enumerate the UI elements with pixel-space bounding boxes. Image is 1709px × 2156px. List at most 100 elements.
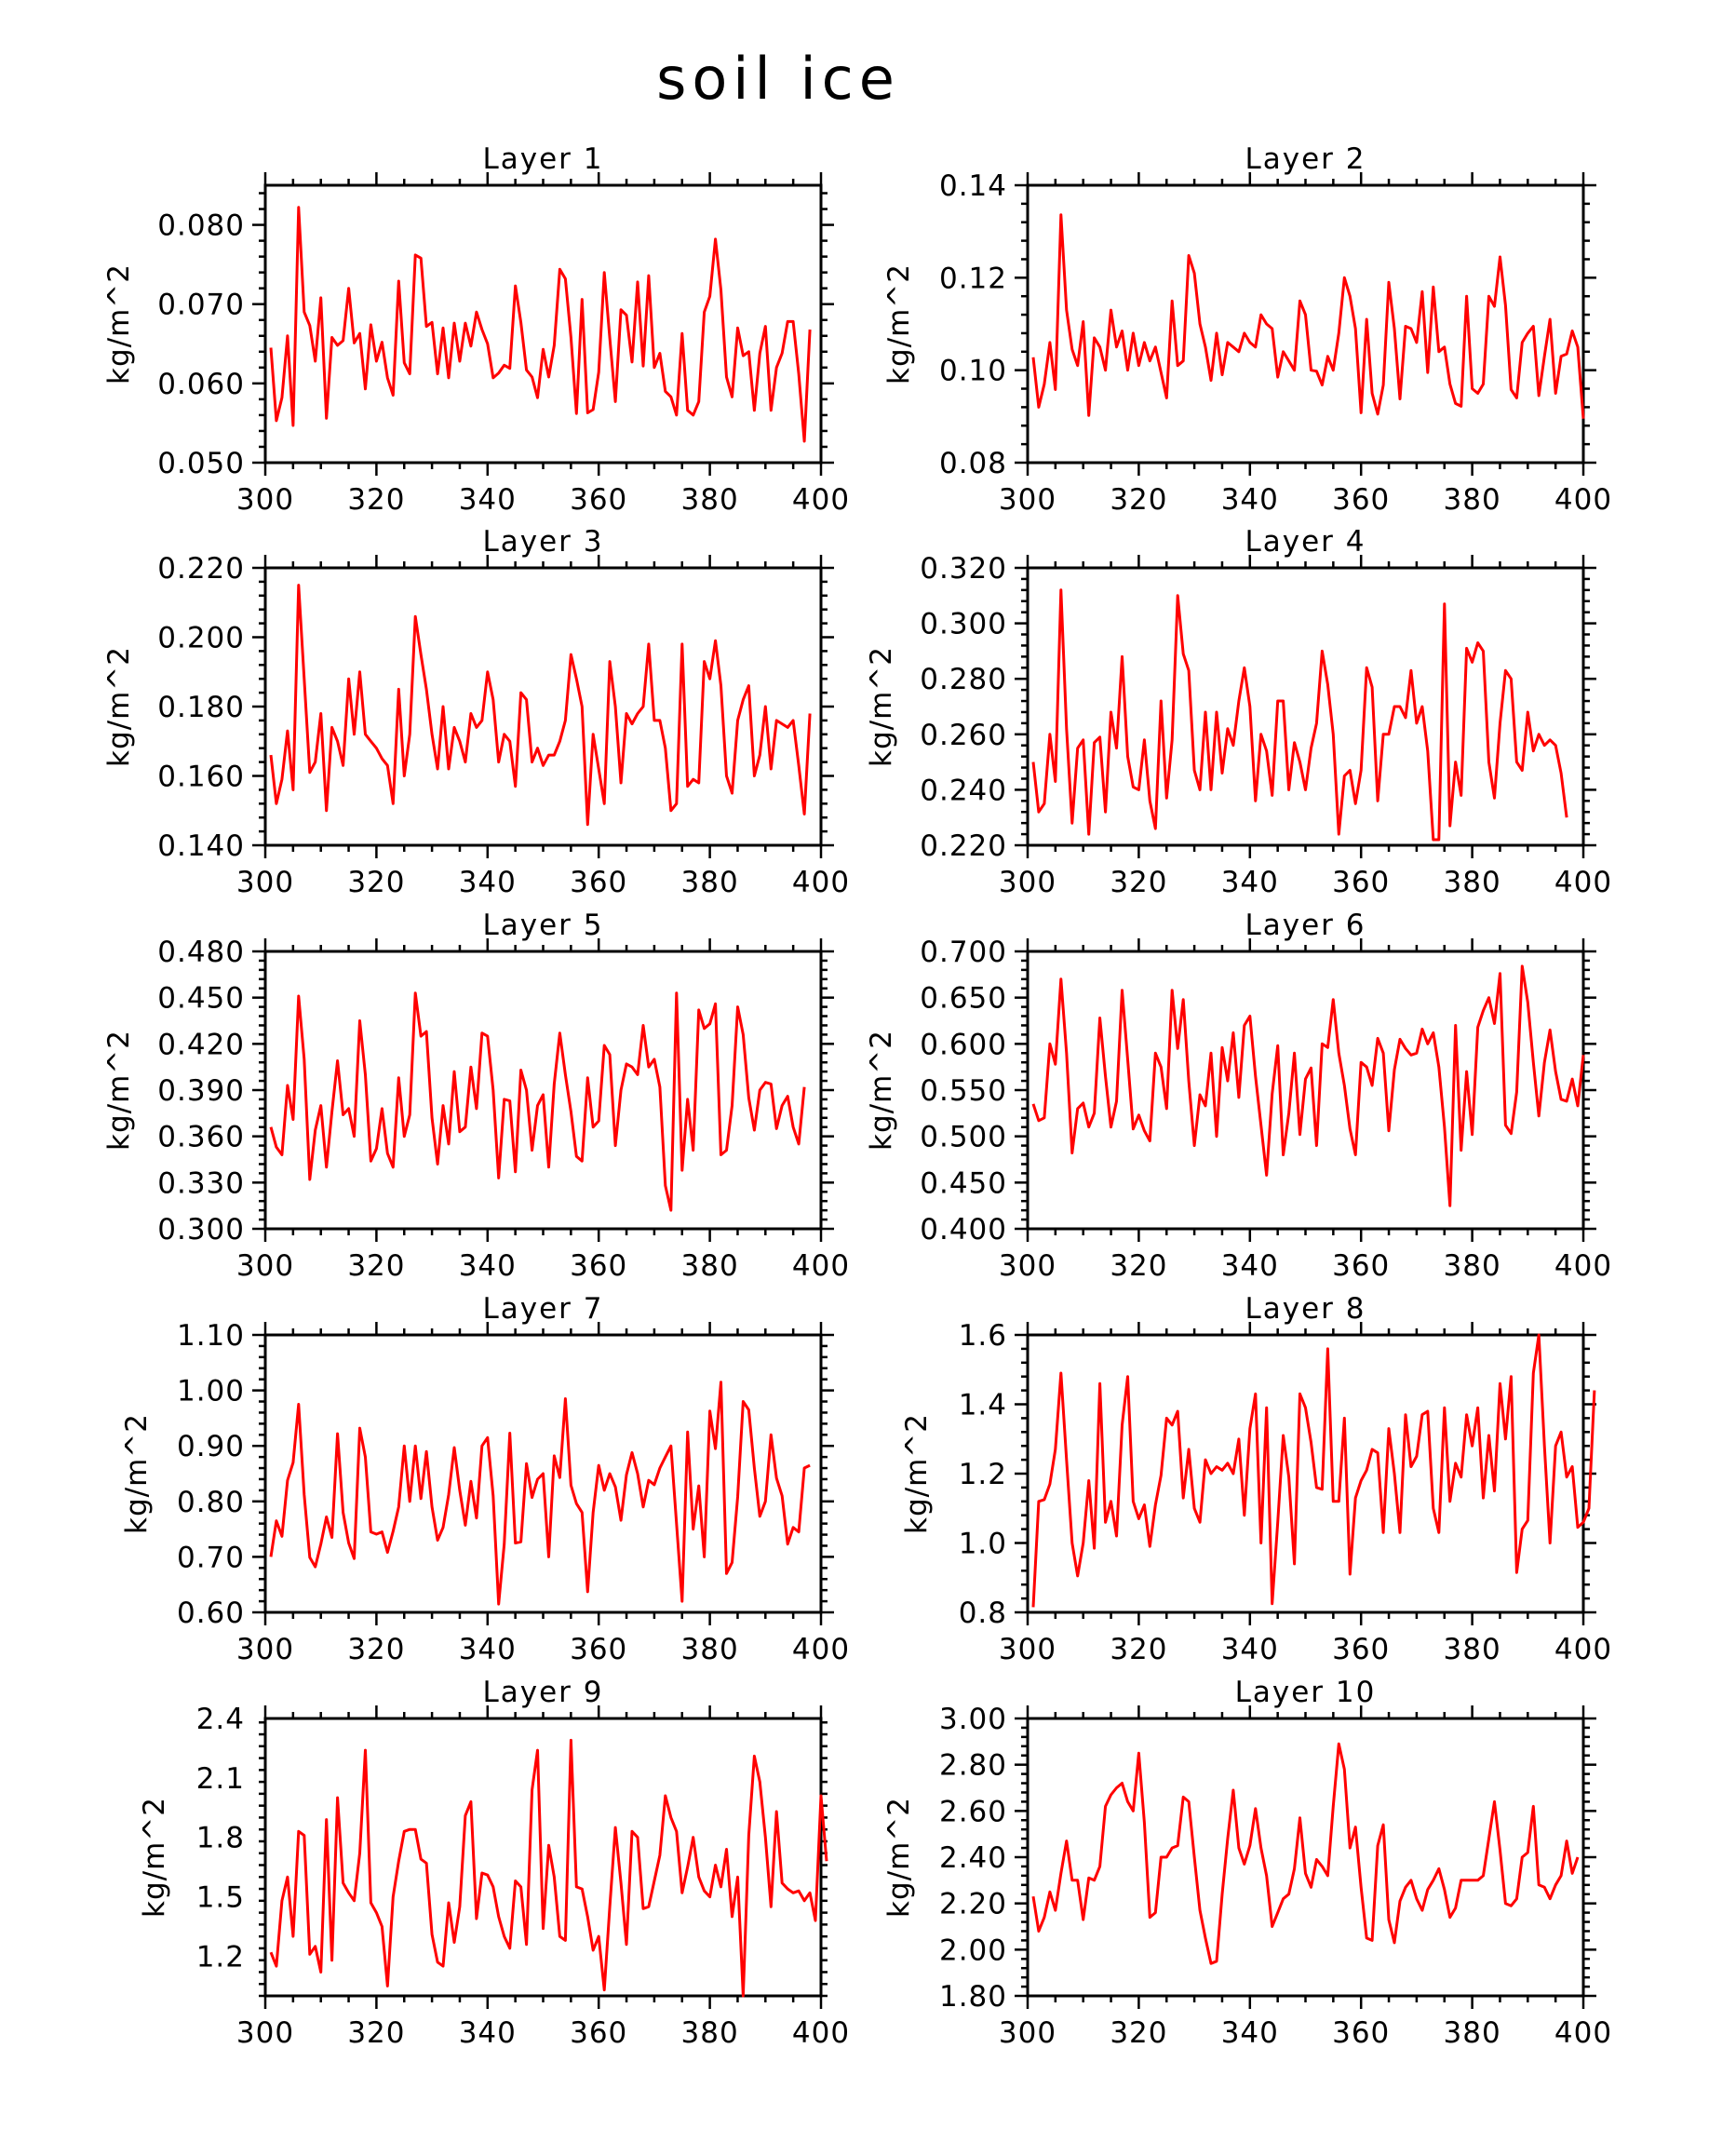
series-line <box>269 206 812 443</box>
y-tick-label: 0.300 <box>920 608 1007 641</box>
y-axis-label: kg/m^2 <box>900 1413 934 1534</box>
x-tick-label: 320 <box>347 2016 405 2050</box>
y-tick-label: 3.00 <box>939 1703 1007 1736</box>
x-tick-label: 340 <box>459 866 517 899</box>
y-tick-label: 0.360 <box>157 1121 245 1154</box>
y-tick-label: 0.200 <box>157 622 245 655</box>
y-axis-label: kg/m^2 <box>882 263 916 384</box>
chart-panel-10: Layer 10 300 320 340 360 380 400 1.80 2.00 2.20 2.… <box>882 1676 1611 2050</box>
y-tick-label: 2.00 <box>939 1934 1007 1967</box>
y-tick-label: 0.10 <box>939 355 1007 388</box>
series-line <box>269 1381 811 1606</box>
x-tick-label: 340 <box>1221 1633 1279 1666</box>
x-tick-label: 400 <box>1554 1249 1612 1283</box>
x-tick-label: 320 <box>1110 1633 1167 1666</box>
y-axis-label: kg/m^2 <box>882 1797 916 1918</box>
x-tick-label: 400 <box>1554 483 1612 517</box>
x-tick-label: 380 <box>681 483 739 517</box>
chart-panel-9: Layer 9 300 320 340 360 380 400 1.2 1.5 1.8 2.1 2.4… <box>138 1676 850 2050</box>
y-tick-label: 0.480 <box>157 936 245 969</box>
chart-panel-5: Layer 5 300 320 340 360 380 400 0.300 0.330 0.360… <box>102 909 849 1283</box>
y-tick-label: 1.10 <box>177 1319 245 1353</box>
y-tick-label: 0.60 <box>177 1597 245 1630</box>
x-tick-label: 300 <box>999 866 1056 899</box>
x-tick-label: 380 <box>1444 1633 1501 1666</box>
x-tick-label: 300 <box>999 483 1056 517</box>
x-tick-label: 300 <box>236 483 294 517</box>
y-tick-label: 1.8 <box>196 1822 245 1855</box>
x-tick-label: 400 <box>792 2016 850 2050</box>
x-tick-label: 300 <box>236 866 294 899</box>
y-tick-label: 0.550 <box>920 1074 1007 1108</box>
y-axis-label: kg/m^2 <box>120 1413 154 1534</box>
y-tick-label: 0.08 <box>939 447 1007 480</box>
x-tick-label: 320 <box>347 1633 405 1666</box>
plot-frame <box>263 950 823 1231</box>
y-tick-label: 0.500 <box>920 1121 1007 1154</box>
x-tick-label: 340 <box>459 1249 517 1283</box>
x-tick-label: 360 <box>1332 2016 1390 2050</box>
y-tick-label: 0.070 <box>157 289 245 322</box>
x-tick-label: 300 <box>236 2016 294 2050</box>
y-tick-label: 2.4 <box>196 1703 245 1736</box>
panel-title: Layer 1 <box>482 142 603 176</box>
y-tick-label: 2.20 <box>939 1888 1007 1921</box>
y-tick-label: 0.70 <box>177 1541 245 1574</box>
y-tick-label: 0.140 <box>157 829 245 863</box>
panel-title: Layer 3 <box>482 525 603 559</box>
y-tick-label: 1.5 <box>196 1881 245 1915</box>
y-tick-label: 0.330 <box>157 1166 245 1200</box>
x-tick-label: 340 <box>459 2016 517 2050</box>
x-tick-label: 340 <box>1221 2016 1279 2050</box>
x-tick-label: 400 <box>792 1633 850 1666</box>
x-tick-label: 360 <box>570 1249 627 1283</box>
x-tick-label: 320 <box>1110 483 1167 517</box>
y-tick-label: 0.080 <box>157 209 245 243</box>
chart-panel-3: Layer 3 300 320 340 360 380 400 0.140 0.160 0.180… <box>102 525 849 899</box>
x-tick-label: 340 <box>1221 483 1279 517</box>
y-tick-label: 0.260 <box>920 719 1007 752</box>
y-tick-label: 0.450 <box>920 1166 1007 1200</box>
x-tick-label: 360 <box>570 1633 627 1666</box>
y-tick-label: 0.050 <box>157 447 245 480</box>
y-tick-label: 0.280 <box>920 663 1007 696</box>
y-axis-label: kg/m^2 <box>865 1030 898 1151</box>
y-tick-label: 0.180 <box>157 691 245 724</box>
y-tick-label: 0.400 <box>920 1213 1007 1246</box>
x-tick-label: 400 <box>792 483 850 517</box>
x-tick-label: 320 <box>347 866 405 899</box>
x-tick-label: 320 <box>347 483 405 517</box>
x-tick-label: 340 <box>459 1633 517 1666</box>
x-tick-label: 320 <box>1110 2016 1167 2050</box>
y-tick-label: 2.40 <box>939 1841 1007 1875</box>
x-tick-label: 320 <box>1110 866 1167 899</box>
x-tick-label: 380 <box>681 2016 739 2050</box>
plot-frame <box>263 183 823 465</box>
y-tick-label: 0.14 <box>939 169 1007 203</box>
x-tick-label: 400 <box>1554 866 1612 899</box>
y-tick-label: 1.2 <box>196 1940 245 1974</box>
series-line <box>269 991 806 1212</box>
y-tick-label: 0.390 <box>157 1074 245 1108</box>
y-tick-label: 0.320 <box>920 552 1007 586</box>
series-line <box>1031 213 1585 419</box>
y-tick-label: 2.1 <box>196 1762 245 1796</box>
x-tick-label: 360 <box>570 483 627 517</box>
figure-title: soil ice <box>656 45 900 113</box>
chart-panel-2: Layer 2 300 320 340 360 380 400 0.08 0.10 0.12 0.1… <box>882 142 1612 517</box>
y-axis-label: kg/m^2 <box>865 646 898 767</box>
series-line <box>269 584 812 827</box>
x-tick-label: 380 <box>681 866 739 899</box>
y-tick-label: 2.80 <box>939 1749 1007 1783</box>
x-tick-label: 380 <box>1444 1249 1501 1283</box>
plot-frame <box>263 1717 823 1998</box>
x-tick-label: 380 <box>681 1249 739 1283</box>
y-axis-label: kg/m^2 <box>102 1030 136 1151</box>
y-tick-label: 0.060 <box>157 368 245 401</box>
chart-panel-1: Layer 1 300 320 340 360 380 400 0.050 0.060 0.070… <box>102 142 850 517</box>
x-tick-label: 360 <box>1332 1249 1390 1283</box>
x-tick-label: 360 <box>1332 1633 1390 1666</box>
y-axis-label: kg/m^2 <box>102 263 136 384</box>
panel-title: Layer 2 <box>1245 142 1366 176</box>
y-tick-label: 0.8 <box>959 1597 1007 1630</box>
